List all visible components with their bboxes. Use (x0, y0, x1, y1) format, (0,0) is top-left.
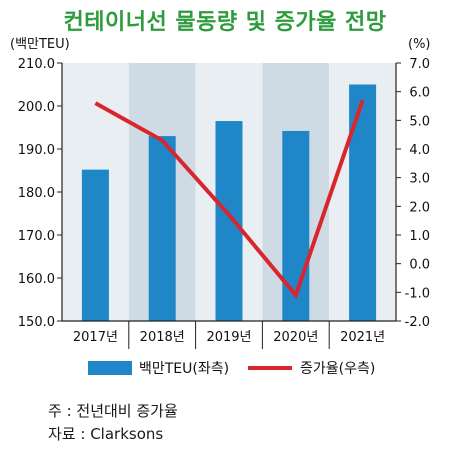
right-axis-unit: (%) (408, 37, 431, 52)
legend: 백만TEU(좌측) 증가율(우측) (88, 361, 375, 377)
right-tick-label: 1.0 (409, 229, 430, 244)
chart-notes: 주 : 전년대비 증가율 자료 : Clarksons (48, 400, 178, 446)
left-tick-label: 170.0 (18, 229, 55, 244)
x-tick-label: 2021년 (340, 330, 385, 345)
note-line: 주 : 전년대비 증가율 (48, 402, 178, 420)
x-tick-label: 2019년 (206, 330, 251, 345)
legend-bar-label: 백만TEU(좌측) (139, 361, 229, 377)
legend-line-label: 증가율(우측) (300, 361, 375, 377)
left-tick-label: 190.0 (18, 143, 55, 158)
left-axis-unit: (백만TEU) (10, 37, 70, 52)
left-tick-label: 180.0 (18, 186, 55, 201)
right-tick-label: 2.0 (409, 200, 430, 215)
bar (215, 121, 243, 321)
left-tick-label: 160.0 (18, 272, 55, 287)
x-tick-label: 2020년 (273, 330, 318, 345)
source-line: 자료 : Clarksons (48, 425, 164, 443)
bar (81, 169, 109, 321)
x-tick-labels: 2017년 2018년 2019년 2020년 2021년 (73, 330, 385, 345)
right-tick-label: 4.0 (409, 143, 430, 158)
bar (349, 84, 377, 321)
right-tick-label: -2.0 (405, 315, 430, 330)
line-series (94, 99, 365, 300)
right-tick-label: 0.0 (409, 258, 430, 273)
right-tick-label: 5.0 (409, 114, 430, 129)
right-tick-label: 3.0 (409, 172, 430, 187)
legend-bar-swatch (88, 361, 132, 375)
chart-title: 컨테이너선 물동량 및 증가율 전망 (63, 10, 387, 35)
left-tick-labels: 150.0 160.0 170.0 180.0 190.0 200.0 210.0 (18, 57, 55, 330)
right-tick-labels: -2.0 -1.0 0.0 1.0 2.0 3.0 4.0 5.0 6.0 7.0 (405, 57, 430, 330)
bar (148, 136, 176, 321)
left-tick-label: 150.0 (18, 315, 55, 330)
left-tick-label: 210.0 (18, 57, 55, 72)
x-tick-label: 2018년 (140, 330, 185, 345)
x-tick-label: 2017년 (73, 330, 118, 345)
tick-marks (57, 62, 401, 349)
left-tick-label: 200.0 (18, 100, 55, 115)
right-tick-label: -1.0 (405, 286, 430, 301)
right-tick-label: 7.0 (409, 57, 430, 72)
right-tick-label: 6.0 (409, 86, 430, 101)
